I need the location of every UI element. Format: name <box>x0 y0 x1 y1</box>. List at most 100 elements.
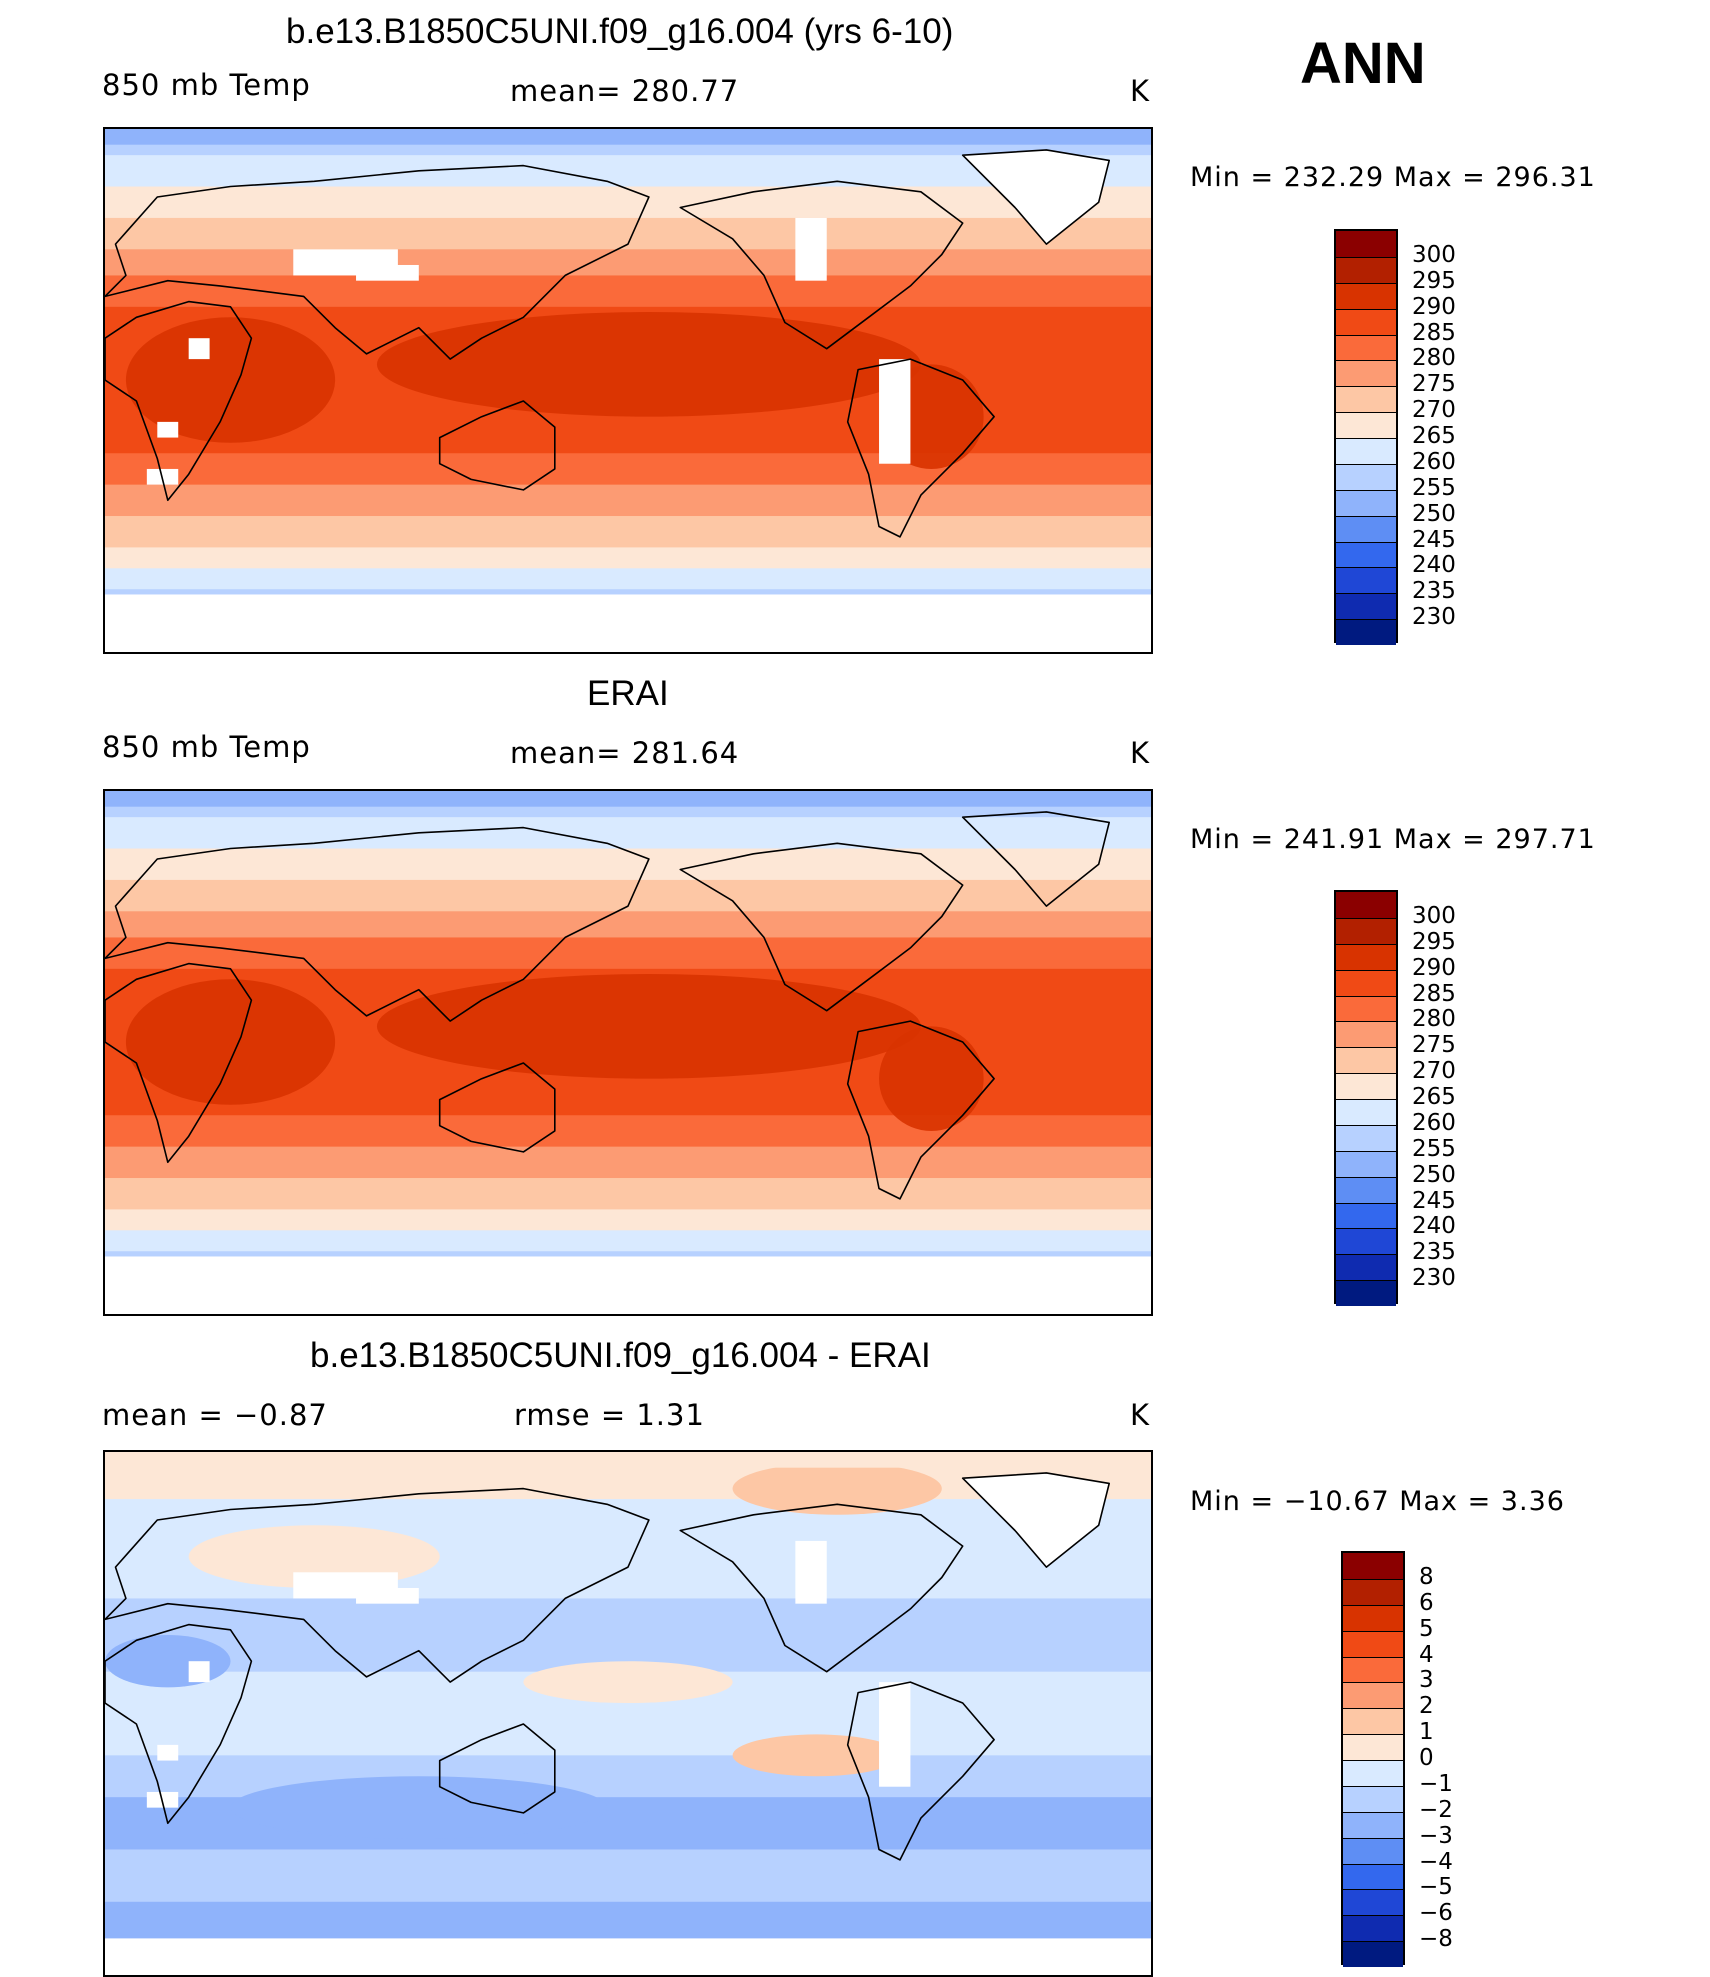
map-missing-data <box>795 217 827 281</box>
colorbar-segment <box>1336 515 1396 542</box>
colorbar-segment <box>1343 1708 1403 1735</box>
panel-1-map-plot <box>105 129 1151 652</box>
map-coastline <box>105 300 253 502</box>
colorbar-tick-label: 275 <box>1412 1032 1456 1059</box>
map-coastline <box>961 811 1110 907</box>
map-coastline <box>105 1623 253 1825</box>
colorbar-segment <box>1336 995 1396 1022</box>
colorbar-tick-label: 0 <box>1419 1745 1434 1771</box>
colorbar-tick-label: −6 <box>1419 1900 1453 1927</box>
colorbar-tick-label: 230 <box>1412 604 1456 631</box>
colorbar-tick-label: 4 <box>1419 1641 1434 1668</box>
map-arctic <box>105 791 1151 807</box>
colorbar-tick-label: −8 <box>1419 1926 1453 1953</box>
colorbar-segment <box>1336 619 1396 645</box>
map-coastline <box>846 1020 995 1200</box>
colorbar-segment <box>1336 231 1396 257</box>
colorbar-segment <box>1336 1202 1396 1229</box>
panel-2-title: ERAI <box>587 674 669 713</box>
colorbar-segment <box>1336 1099 1396 1125</box>
colorbar-segment <box>1336 541 1396 568</box>
map-band <box>105 186 1151 219</box>
colorbar-segment <box>1336 1073 1396 1099</box>
map-band <box>105 1598 1151 1673</box>
colorbar-tick-label: 255 <box>1412 1135 1456 1162</box>
panel-1-units-label: K <box>1130 74 1151 108</box>
colorbar-segment <box>1336 917 1396 944</box>
map-missing-data <box>188 1661 210 1683</box>
panel-1-map <box>103 127 1153 654</box>
colorbar-segment <box>1343 1915 1403 1942</box>
colorbar-segment <box>1336 256 1396 283</box>
colorbar-tick-label: 290 <box>1412 293 1456 320</box>
colorbar-tick-label: 240 <box>1412 1213 1456 1240</box>
map-coastline <box>438 1723 556 1814</box>
map-coastline <box>438 400 556 491</box>
colorbar-segment <box>1343 1837 1403 1864</box>
panel-2-minmax: Min = 241.91 Max = 297.71 <box>1190 824 1596 855</box>
colorbar-tick-label: 265 <box>1412 423 1456 449</box>
panel-3-minmax: Min = −10.67 Max = 3.36 <box>1190 1486 1565 1517</box>
map-antarctica <box>105 1256 1151 1314</box>
map-negative-anomaly <box>230 1776 608 1840</box>
map-band <box>105 1115 1151 1148</box>
colorbar-segment <box>1336 1254 1396 1281</box>
map-missing-data <box>356 1587 419 1604</box>
map-missing-data <box>879 1682 911 1787</box>
map-coastline <box>105 826 650 1022</box>
map-band <box>105 1146 1151 1180</box>
panel-1-colorbar <box>1334 229 1398 645</box>
colorbar-segment <box>1343 1863 1403 1890</box>
map-band <box>105 1209 1151 1232</box>
colorbar-segment <box>1336 567 1396 594</box>
map-warm-region <box>879 1026 984 1131</box>
panel-3-rmse-label: rmse = 1.31 <box>514 1398 705 1432</box>
map-band <box>105 879 1151 913</box>
colorbar-tick-label: 285 <box>1412 319 1456 346</box>
map-band <box>105 568 1151 591</box>
colorbar-tick-label: −3 <box>1419 1822 1453 1849</box>
colorbar-tick-label: 250 <box>1412 1161 1456 1188</box>
colorbar-tick-label: 295 <box>1412 928 1456 955</box>
colorbar-tick-label: 290 <box>1412 954 1456 981</box>
map-band <box>105 911 1151 939</box>
colorbar-tick-label: 260 <box>1412 1109 1456 1136</box>
map-band <box>105 484 1151 518</box>
colorbar-tick-label: 255 <box>1412 474 1456 501</box>
panel-3-colorbar <box>1341 1551 1405 1967</box>
map-missing-data <box>795 1540 827 1604</box>
colorbar-segment <box>1343 1578 1403 1605</box>
colorbar-segment <box>1336 1124 1396 1151</box>
colorbar-tick-label: −5 <box>1419 1874 1453 1901</box>
colorbar-tick-label: 1 <box>1419 1719 1434 1746</box>
map-band <box>105 1849 1151 1903</box>
colorbar-tick-label: 270 <box>1412 1058 1456 1085</box>
colorbar-tick-label: 240 <box>1412 552 1456 579</box>
colorbar-tick-label: 280 <box>1412 345 1456 372</box>
map-band <box>105 937 1151 970</box>
panel-3-units-label: K <box>1130 1398 1151 1432</box>
colorbar-segment <box>1343 1889 1403 1916</box>
colorbar-tick-label: 8 <box>1419 1563 1434 1590</box>
map-coastline <box>105 962 253 1164</box>
map-coastline <box>961 149 1110 245</box>
map-band <box>105 1178 1151 1211</box>
map-greenland-missing <box>962 149 1110 245</box>
colorbar-tick-label: 275 <box>1412 371 1456 398</box>
map-coastline <box>105 1487 650 1683</box>
map-band <box>105 217 1151 251</box>
colorbar-segment <box>1336 489 1396 516</box>
map-antarctica <box>105 1938 1151 1975</box>
colorbar-tick-label: −1 <box>1419 1770 1453 1797</box>
panel-2-field-label: 850 mb Temp <box>102 730 311 764</box>
colorbar-segment <box>1343 1630 1403 1657</box>
colorbar-tick-label: −2 <box>1419 1796 1453 1823</box>
map-antarctica <box>105 594 1151 652</box>
panel-2-units-label: K <box>1130 736 1151 770</box>
map-band <box>105 453 1151 486</box>
colorbar-tick-label: 280 <box>1412 1006 1456 1033</box>
colorbar-segment <box>1343 1604 1403 1631</box>
colorbar-tick-label: 230 <box>1412 1265 1456 1292</box>
colorbar-segment <box>1336 969 1396 996</box>
map-missing-data <box>157 1744 179 1761</box>
